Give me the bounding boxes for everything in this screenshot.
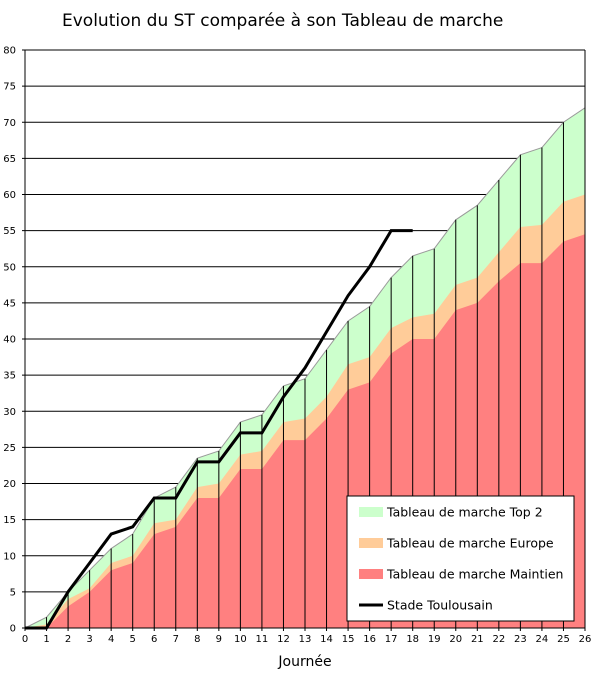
x-tick-label-1: 1 bbox=[43, 634, 49, 645]
y-tick-label-5: 5 bbox=[10, 587, 16, 598]
legend-label-3: Tableau de marche Maintien bbox=[386, 567, 563, 582]
legend-box bbox=[346, 495, 575, 622]
x-tick-label-21: 21 bbox=[471, 634, 484, 645]
x-tick-label-7: 7 bbox=[173, 634, 179, 645]
x-tick-label-5: 5 bbox=[130, 634, 136, 645]
legend-swatch-3 bbox=[359, 569, 383, 579]
x-tick-label-10: 10 bbox=[234, 634, 247, 645]
x-tick-label-15: 15 bbox=[342, 634, 355, 645]
x-tick-label-11: 11 bbox=[256, 634, 269, 645]
x-tick-label-20: 20 bbox=[449, 634, 462, 645]
y-tick-label-55: 55 bbox=[3, 226, 16, 237]
y-tick-label-75: 75 bbox=[3, 82, 16, 93]
y-tick-label-25: 25 bbox=[3, 443, 16, 454]
y-tick-label-40: 40 bbox=[3, 335, 16, 346]
legend: Tableau de marche Top 2 Tableau de marche… bbox=[346, 495, 575, 622]
x-axis-label: Journée bbox=[277, 654, 331, 670]
line-series bbox=[25, 229, 413, 630]
x-tick-label-3: 3 bbox=[86, 634, 92, 645]
x-tick-label-26: 26 bbox=[579, 634, 592, 645]
x-tick-label-25: 25 bbox=[557, 634, 570, 645]
x-tick-label-17: 17 bbox=[385, 634, 398, 645]
x-tick-label-9: 9 bbox=[216, 634, 222, 645]
x-tick-label-19: 19 bbox=[428, 634, 441, 645]
x-tick-label-6: 6 bbox=[151, 634, 157, 645]
x-tick-label-18: 18 bbox=[406, 634, 419, 645]
x-tick-label-0: 0 bbox=[22, 634, 28, 645]
x-tick-label-4: 4 bbox=[108, 634, 114, 645]
y-tick-label-10: 10 bbox=[3, 551, 16, 562]
x-tick-label-23: 23 bbox=[514, 634, 527, 645]
x-tick-label-13: 13 bbox=[299, 634, 312, 645]
y-tick-label-35: 35 bbox=[3, 371, 16, 382]
y-tick-label-0: 0 bbox=[10, 624, 16, 635]
y-tick-label-70: 70 bbox=[3, 118, 16, 129]
y-tick-label-60: 60 bbox=[3, 190, 16, 201]
x-tick-label-2: 2 bbox=[65, 634, 71, 645]
x-tick-label-16: 16 bbox=[363, 634, 376, 645]
y-tick-label-50: 50 bbox=[3, 262, 16, 273]
x-tick-label-14: 14 bbox=[320, 634, 333, 645]
y-tick-label-30: 30 bbox=[3, 407, 16, 418]
x-tick-label-8: 8 bbox=[194, 634, 200, 645]
y-tick-label-15: 15 bbox=[3, 515, 16, 526]
x-tick-label-12: 12 bbox=[277, 634, 290, 645]
legend-label-4: Stade Toulousain bbox=[387, 598, 493, 613]
legend-label-2: Tableau de marche Europe bbox=[386, 536, 554, 551]
line-series-1 bbox=[25, 229, 413, 630]
y-tick-label-20: 20 bbox=[3, 479, 16, 490]
legend-swatch-2 bbox=[359, 538, 383, 548]
x-tick-label-22: 22 bbox=[492, 634, 505, 645]
y-tick-label-45: 45 bbox=[3, 298, 16, 309]
x-tick-label-24: 24 bbox=[536, 634, 549, 645]
y-tick-label-80: 80 bbox=[3, 46, 16, 57]
chart-title: Evolution du ST comparée à son Tableau d… bbox=[62, 11, 503, 31]
legend-label-1: Tableau de marche Top 2 bbox=[386, 505, 543, 520]
y-tick-label-65: 65 bbox=[3, 154, 16, 165]
legend-swatch-1 bbox=[359, 507, 383, 517]
